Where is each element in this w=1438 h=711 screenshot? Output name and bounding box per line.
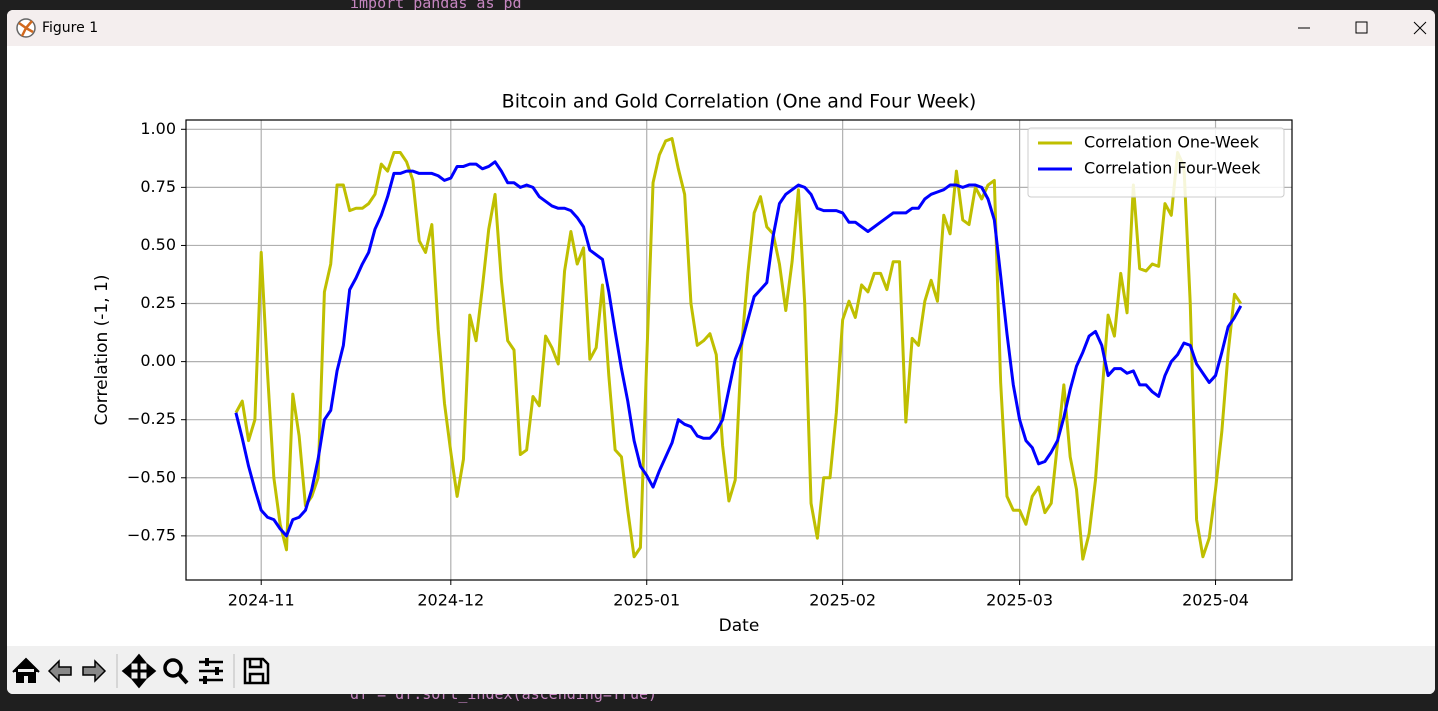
x-tick-label: 2024-11 [228,591,295,610]
x-tick-label: 2025-04 [1182,591,1249,610]
toolbar [7,646,1435,694]
y-tick-label: −0.75 [127,525,176,544]
toolbar-icons [12,653,270,689]
x-tick-label: 2025-02 [809,591,876,610]
y-tick-label: 0.50 [140,235,176,254]
y-tick-label: 0.25 [140,293,176,312]
x-tick-label: 2025-03 [986,591,1053,610]
axes-frame [185,119,1293,581]
home-button[interactable] [12,657,40,683]
chart-title: Bitcoin and Gold Correlation (One and Fo… [502,91,977,113]
pan-button[interactable] [121,653,157,689]
title-bar: Figure 1 [7,10,1435,46]
y-tick-label: 1.00 [140,119,176,138]
app-icon [16,18,36,38]
y-tick-label: 0.00 [140,351,176,370]
back-button[interactable] [47,659,72,683]
legend-label: Correlation One-Week [1084,133,1260,152]
window-title: Figure 1 [42,20,99,36]
editor-line: import pandas as pd [350,0,522,12]
series-line [234,137,1243,561]
y-tick-label: 0.75 [140,177,176,196]
y-axis-label: Correlation (-1, 1) [92,275,112,426]
maximize-button[interactable] [1355,21,1368,34]
zoom-button[interactable] [163,658,183,678]
save-button[interactable] [243,657,270,685]
y-tick-label: −0.25 [127,409,176,428]
x-tick-label: 2025-01 [613,591,680,610]
forward-button[interactable] [82,659,107,683]
y-tick-label: −0.50 [127,467,176,486]
x-axis-label: Date [719,616,760,636]
close-button[interactable] [1413,21,1427,35]
x-tick-label: 2024-12 [417,591,484,610]
legend-label: Correlation Four-Week [1084,159,1261,178]
series-line [234,160,1243,538]
window-controls [1298,21,1427,35]
legend-box [1027,127,1285,198]
